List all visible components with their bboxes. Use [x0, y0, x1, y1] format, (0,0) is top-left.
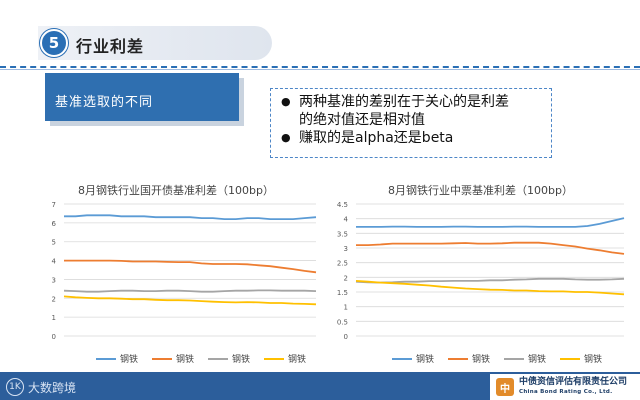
y-tick-label: 0	[344, 333, 348, 341]
y-tick-label: 7	[52, 201, 56, 209]
section-title: 行业利差	[76, 37, 145, 56]
legend-item: 钢铁	[504, 352, 546, 365]
y-tick-label: 0.5	[337, 318, 348, 326]
y-tick-label: 3	[344, 245, 348, 253]
watermark-logo-icon: 1K	[6, 378, 24, 396]
legend-item: 钢铁	[448, 352, 490, 365]
header-banner	[38, 26, 272, 60]
y-tick-label: 3	[52, 276, 56, 284]
series-line-3	[63, 289, 317, 293]
chart-title-left: 8月钢铁行业国开债基准利差（100bp）	[78, 184, 274, 197]
series-line-3	[355, 277, 625, 284]
y-tick-label: 2	[344, 274, 348, 282]
bullet-item: ● 两种基准的差别在于关心的是利差	[277, 93, 545, 111]
y-tick-label: 1	[344, 304, 348, 312]
legend-item: 钢铁	[264, 352, 306, 365]
legend-item: 钢铁	[96, 352, 138, 365]
series-line-2	[64, 259, 317, 274]
y-tick-label: 4.5	[337, 201, 348, 209]
bullet-box: ● 两种基准的差别在于关心的是利差 的绝对值还是相对值 ● 赚取的是alpha还…	[270, 88, 552, 158]
y-tick-label: 1.5	[337, 289, 348, 297]
bullet-text: 两种基准的差别在于关心的是利差	[299, 94, 509, 110]
bullet-text: 赚取的是alpha还是beta	[299, 130, 454, 146]
bullet-dot-icon: ●	[281, 95, 291, 108]
legend-right: 钢铁 钢铁 钢铁 钢铁	[392, 352, 616, 365]
y-tick-label: 0	[52, 333, 56, 341]
series-line-4	[63, 295, 317, 306]
company-logo-icon: 中	[496, 378, 514, 396]
section-number-badge: 5	[40, 29, 68, 57]
bullet-text-continued: 的绝对值还是相对值	[299, 112, 425, 128]
series-line-2	[356, 241, 625, 255]
y-tick-label: 6	[52, 220, 57, 228]
y-tick-label: 4	[52, 258, 57, 266]
company-logo-block: 中 中债资信评估有限责任公司 China Bond Rating Co., Lt…	[490, 374, 640, 400]
legend-item: 钢铁	[208, 352, 250, 365]
series-line-1	[356, 217, 625, 228]
company-name-cn: 中债资信评估有限责任公司	[519, 377, 628, 387]
y-tick-label: 1	[52, 314, 56, 322]
bullet-dot-icon: ●	[281, 131, 291, 144]
chart-left: 0 1 2 3 4 5 6 7	[52, 201, 317, 341]
bullet-item: ● 赚取的是alpha还是beta	[277, 129, 545, 147]
legend-item: 钢铁	[392, 352, 434, 365]
subsection-tab: 基准选取的不同	[45, 73, 239, 121]
y-tick-label: 4	[344, 216, 349, 224]
legend-left: 钢铁 钢铁 钢铁 钢铁	[96, 352, 320, 365]
y-tick-label: 2.5	[337, 260, 348, 268]
y-tick-label: 2	[52, 295, 56, 303]
chart-title-right: 8月钢铁行业中票基准利差（100bp）	[388, 184, 573, 197]
legend-item: 钢铁	[560, 352, 602, 365]
header-divider	[0, 66, 640, 68]
y-tick-label: 3.5	[337, 230, 348, 238]
series-line-1	[64, 214, 317, 221]
series-line-4	[355, 280, 625, 296]
footer-watermark: 1K 大数跨境	[6, 378, 76, 396]
company-name-en: China Bond Rating Co., Ltd.	[519, 389, 613, 395]
chart-right: 0 0.5 1 1.5 2 2.5 3 3.5 4 4.5	[337, 201, 625, 341]
watermark-text: 大数跨境	[28, 380, 77, 395]
header-divider-thin	[0, 69, 640, 70]
y-tick-label: 5	[52, 239, 56, 247]
legend-item: 钢铁	[152, 352, 194, 365]
